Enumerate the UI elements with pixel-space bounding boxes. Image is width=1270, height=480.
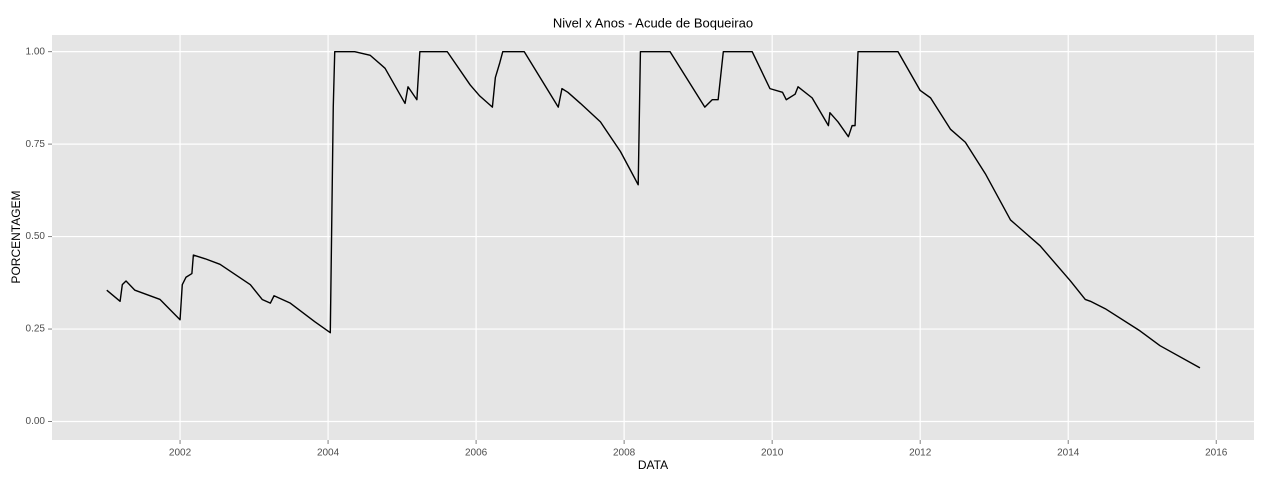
x-tick-label: 2010 [761,448,784,459]
y-tick-label: 0.75 [26,139,46,150]
y-tick-label: 0.25 [26,324,46,335]
x-tick-label: 2014 [1057,448,1080,459]
x-tick-label: 2004 [317,448,340,459]
x-tick-label: 2006 [465,448,488,459]
chart-title: Nivel x Anos - Acude de Boqueirao [553,15,753,30]
y-tick-label: 1.00 [26,46,46,57]
x-tick-label: 2016 [1205,448,1228,459]
x-tick-label: 2008 [613,448,636,459]
x-tick-label: 2012 [909,448,932,459]
x-tick-label: 2002 [169,448,192,459]
x-axis-label: DATA [638,458,668,472]
y-tick-label: 0.00 [26,416,46,427]
y-tick-label: 0.50 [26,231,46,242]
y-axis-label: PORCENTAGEM [9,190,23,283]
data-line [106,50,1201,369]
panel [52,35,1254,440]
